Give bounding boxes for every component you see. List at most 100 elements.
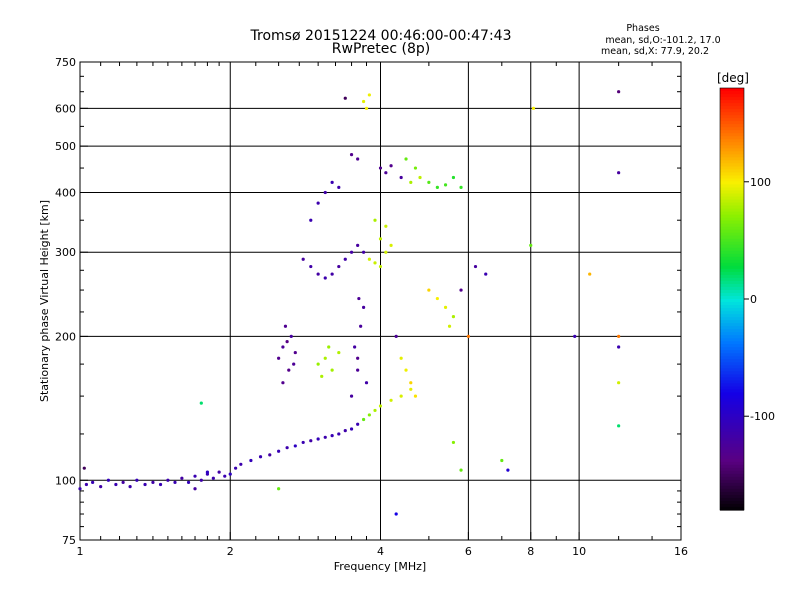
data-point — [285, 340, 289, 344]
colorbar-tick-label: 0 — [750, 293, 757, 306]
colorbar-strip — [720, 425, 744, 430]
x-tick-label: 2 — [227, 545, 234, 558]
colorbar-strip — [720, 308, 744, 312]
colorbar-strip — [720, 461, 744, 466]
data-point — [330, 180, 334, 184]
colorbar-strip — [720, 356, 744, 360]
data-point — [427, 288, 431, 292]
colorbar-strip — [720, 386, 744, 391]
data-point — [193, 487, 197, 491]
colorbar-strip — [720, 440, 744, 445]
colorbar-strip — [720, 401, 744, 406]
data-point — [121, 480, 125, 484]
colorbar-strip — [720, 139, 744, 143]
data-point — [373, 261, 377, 265]
data-point — [289, 334, 293, 338]
colorbar-strip — [720, 458, 744, 463]
data-point — [293, 444, 297, 448]
colorbar-strip — [720, 482, 744, 487]
data-point — [367, 93, 371, 97]
colorbar-strip — [720, 455, 744, 460]
colorbar-strip — [720, 317, 744, 321]
colorbar-strip — [720, 178, 744, 183]
colorbar-strip — [720, 311, 744, 315]
colorbar-strip — [720, 220, 744, 225]
data-point — [459, 468, 463, 472]
colorbar-strip — [720, 133, 744, 137]
colorbar-strip — [720, 151, 744, 155]
data-point — [617, 334, 621, 338]
colorbar-strip — [720, 470, 744, 475]
colorbar-strip — [720, 332, 744, 336]
data-point — [484, 272, 488, 276]
colorbar-strip — [720, 265, 744, 270]
data-point — [451, 315, 456, 319]
data-point — [151, 480, 155, 484]
data-point — [531, 106, 536, 110]
data-point — [309, 439, 313, 443]
colorbar-strip — [720, 88, 744, 92]
data-point — [384, 224, 388, 228]
colorbar-strip — [720, 362, 744, 366]
data-point — [356, 356, 360, 360]
colorbar-strip — [720, 389, 744, 394]
colorbar-strip — [720, 449, 744, 454]
colorbar-strip — [720, 368, 744, 372]
x-tick-label: 1 — [77, 545, 84, 558]
data-point — [316, 272, 320, 276]
colorbar-strip — [720, 299, 744, 303]
colorbar-strip — [720, 187, 744, 192]
colorbar-strip — [720, 127, 744, 131]
colorbar-strip — [720, 302, 744, 306]
colorbar-strip — [720, 407, 744, 412]
colorbar-strip — [720, 443, 744, 448]
data-point — [199, 401, 203, 405]
data-point — [301, 257, 305, 261]
data-point — [287, 368, 291, 372]
data-point — [349, 250, 354, 254]
colorbar-strip — [720, 392, 744, 397]
colorbar-strip — [720, 190, 744, 195]
colorbar-strip — [720, 452, 744, 457]
data-point — [343, 429, 347, 433]
colorbar-strip — [720, 341, 744, 345]
chart-subtitle: RwPretec (8p) — [332, 41, 430, 57]
colorbar-strip — [720, 100, 744, 104]
data-point — [362, 417, 366, 422]
colorbar-strip — [720, 371, 744, 375]
data-point — [316, 362, 320, 366]
data-point — [84, 482, 89, 487]
colorbar-strip — [720, 136, 744, 140]
data-point — [281, 381, 285, 385]
data-point — [459, 288, 463, 292]
data-point — [362, 305, 366, 309]
colorbar-strip — [720, 329, 744, 333]
data-point — [413, 166, 418, 170]
data-point — [99, 485, 103, 489]
data-point — [500, 458, 504, 463]
colorbar-strip — [720, 118, 744, 122]
data-point — [443, 305, 448, 309]
data-point — [173, 480, 177, 484]
colorbar-strip — [720, 419, 744, 424]
colorbar-strip — [720, 347, 744, 351]
colorbar-strip — [720, 193, 744, 198]
data-point — [357, 296, 361, 301]
y-tick-label: 400 — [55, 186, 76, 199]
colorbar-strip — [720, 145, 744, 149]
colorbar-strip — [720, 488, 744, 493]
colorbar-strip — [720, 172, 744, 177]
colorbar-strip — [720, 256, 744, 261]
colorbar-strip — [720, 226, 744, 231]
colorbar-strip — [720, 166, 744, 170]
data-point — [78, 487, 82, 491]
colorbar-strip — [720, 344, 744, 348]
colorbar-strip — [720, 353, 744, 357]
data-point — [384, 171, 388, 175]
colorbar-strip — [720, 314, 744, 318]
data-point — [356, 157, 360, 161]
colorbar-strip — [720, 223, 744, 228]
colorbar-unit-label: [deg] — [717, 71, 749, 85]
x-tick-label: 10 — [572, 545, 586, 558]
colorbar-tick-label: -100 — [750, 410, 775, 423]
